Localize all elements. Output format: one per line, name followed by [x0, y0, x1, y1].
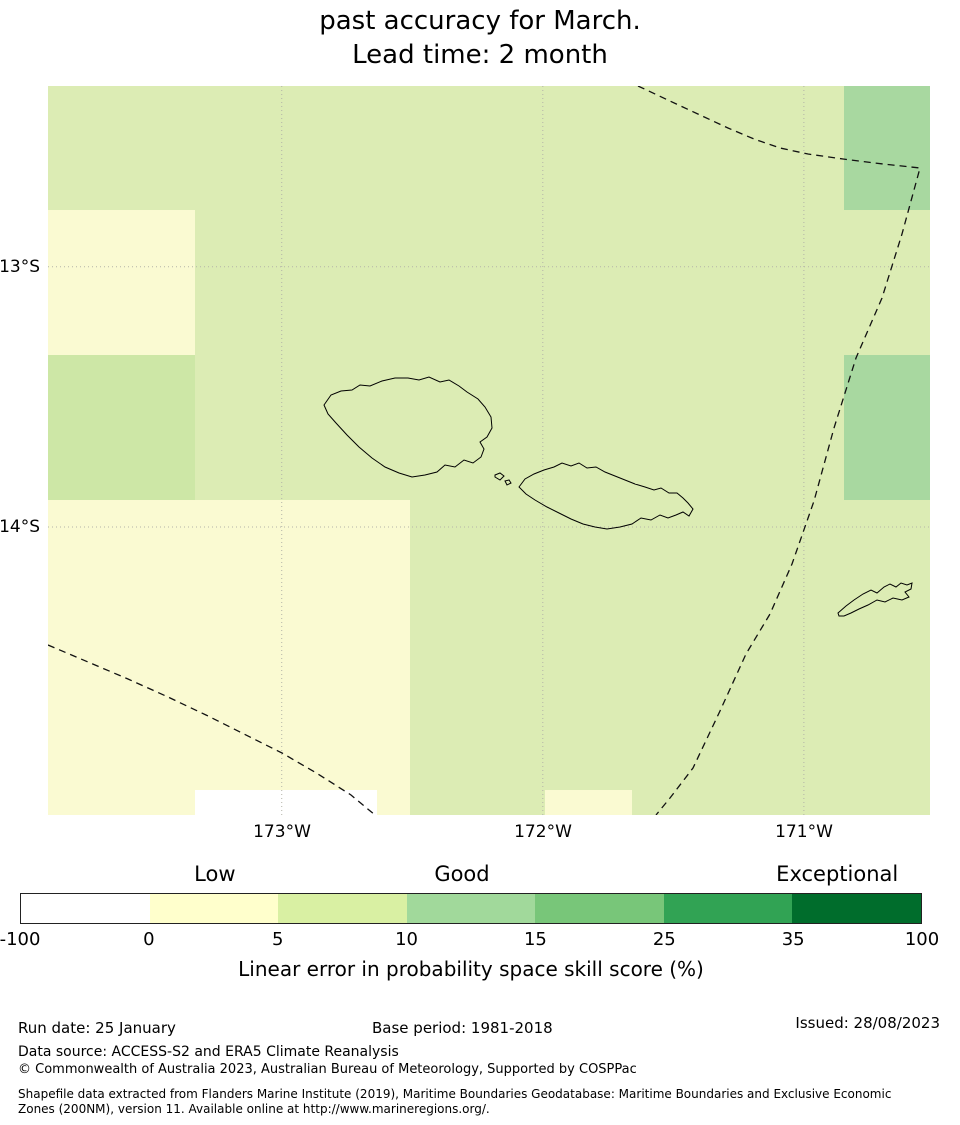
lon-tick-173w: 173°W — [253, 822, 311, 842]
legend-category-label: Good — [434, 862, 490, 886]
title-line-1: past accuracy for March. — [319, 6, 641, 36]
coastline-savaii — [323, 376, 493, 478]
map-panel: 13°S 14°S 173°W 172°W 171°W — [0, 86, 930, 841]
issued-date-text: Issued: 28/08/2023 — [795, 1014, 940, 1032]
map-cell — [48, 209, 196, 355]
map-svg — [48, 86, 930, 815]
colorbar-ticks: -100 0 5 10 15 25 35 100 — [0, 929, 939, 951]
coastline-islet-b — [504, 479, 512, 486]
map-cell — [195, 790, 377, 815]
colorbar-tick-label: -100 — [0, 929, 41, 950]
title-line-2: Lead time: 2 month — [352, 40, 608, 70]
colorbar-segment — [535, 894, 664, 923]
map-cell — [843, 355, 930, 501]
colorbar-tick-label: 25 — [652, 929, 676, 950]
eez-boundary-southwest — [48, 644, 376, 815]
map-cell — [545, 790, 632, 815]
colorbar-tick-label: 35 — [781, 929, 805, 950]
map-cells — [48, 86, 930, 815]
map-cell — [843, 86, 930, 210]
map-cell — [48, 355, 196, 501]
legend-category-label: Low — [194, 862, 236, 886]
colorbar-segment — [663, 894, 793, 923]
legend-category-labels: Low Good Exceptional — [20, 862, 922, 890]
base-period-text: Base period: 1981-2018 — [372, 1019, 553, 1037]
colorbar-tick-label: 15 — [523, 929, 547, 950]
coastline-tutuila — [837, 582, 913, 617]
shapefile-note: Shapefile data extracted from Flanders M… — [18, 1087, 892, 1116]
lon-tick-172w: 172°W — [514, 822, 572, 842]
colorbar-segment — [406, 894, 536, 923]
figure-title: past accuracy for March. Lead time: 2 mo… — [0, 4, 960, 72]
lat-tick-14s: 14°S — [0, 517, 40, 537]
map-cell — [48, 500, 410, 815]
coastline-upolu — [518, 462, 694, 530]
colorbar-tick-label: 100 — [904, 929, 940, 950]
colorbar-segment — [149, 894, 279, 923]
colorbar-segment — [278, 894, 407, 923]
colorbar-tick-label: 10 — [395, 929, 419, 950]
eez-boundary-right — [637, 86, 921, 815]
copyright-text: © Commonwealth of Australia 2023, Austra… — [18, 1062, 637, 1077]
colorbar-segment — [792, 894, 922, 923]
legend-category-label: Exceptional — [776, 862, 899, 886]
data-source-text: Data source: ACCESS-S2 and ERA5 Climate … — [18, 1044, 399, 1060]
map-gridlines — [48, 86, 930, 815]
colorbar-tick-label: 5 — [271, 929, 284, 950]
colorbar — [20, 893, 922, 924]
coastline-islet-a — [494, 472, 505, 481]
run-date-text: Run date: 25 January — [18, 1019, 176, 1037]
colorbar-segment — [21, 894, 150, 923]
lon-tick-171w: 171°W — [775, 822, 833, 842]
colorbar-tick-label: 0 — [143, 929, 155, 950]
colorbar-caption: Linear error in probability space skill … — [238, 957, 704, 981]
lat-tick-13s: 13°S — [0, 257, 40, 277]
